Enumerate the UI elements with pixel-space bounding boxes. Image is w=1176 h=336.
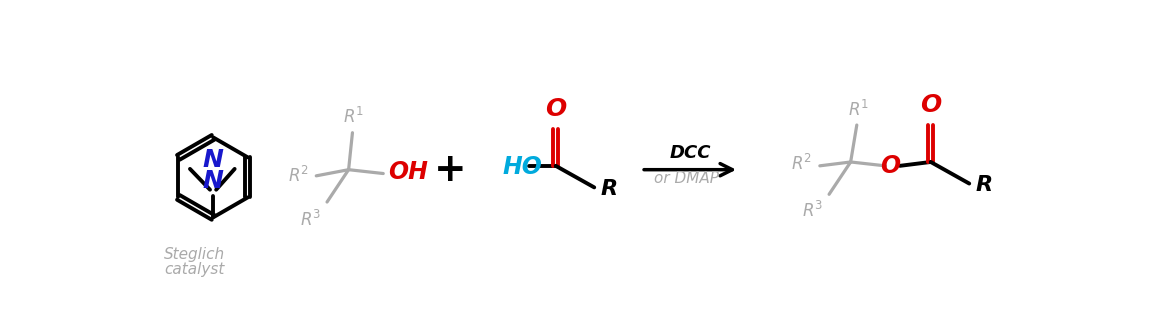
Text: R: R (975, 175, 993, 195)
Text: $R^1$: $R^1$ (848, 99, 869, 120)
Text: R: R (601, 179, 617, 199)
Text: O: O (546, 97, 567, 121)
Text: +: + (434, 151, 467, 189)
Text: $R^2$: $R^2$ (287, 166, 308, 186)
Text: $R^1$: $R^1$ (342, 107, 363, 127)
Text: $R^3$: $R^3$ (802, 201, 823, 220)
Text: OH: OH (388, 160, 428, 184)
Text: DCC: DCC (669, 144, 710, 162)
Text: Steglich: Steglich (163, 247, 225, 262)
Text: $R^3$: $R^3$ (300, 210, 321, 230)
Text: $R^2$: $R^2$ (791, 154, 813, 174)
Text: O: O (881, 154, 901, 178)
Text: N: N (202, 169, 223, 193)
Text: catalyst: catalyst (163, 262, 225, 277)
Text: N: N (202, 148, 223, 172)
Text: O: O (920, 93, 941, 117)
Text: or DMAP: or DMAP (654, 171, 719, 186)
Text: HO: HO (502, 155, 542, 179)
